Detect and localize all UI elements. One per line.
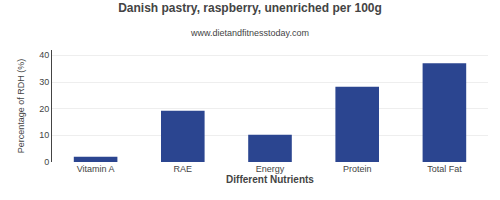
svg-text:www.dietandfitnesstoday.com: www.dietandfitnesstoday.com — [190, 28, 309, 38]
svg-text:Total Fat: Total Fat — [427, 164, 462, 174]
svg-text:Protein: Protein — [343, 164, 372, 174]
svg-text:30: 30 — [39, 77, 49, 87]
svg-text:RAE: RAE — [174, 164, 193, 174]
svg-text:Percentage of RDH (%): Percentage of RDH (%) — [16, 59, 26, 154]
svg-text:10: 10 — [39, 130, 49, 140]
svg-text:Different Nutrients: Different Nutrients — [226, 174, 314, 185]
svg-text:20: 20 — [39, 104, 49, 114]
svg-text:0: 0 — [44, 157, 49, 167]
svg-text:Energy: Energy — [256, 164, 285, 174]
svg-text:Vitamin A: Vitamin A — [77, 164, 115, 174]
svg-text:Danish pastry, raspberry, unen: Danish pastry, raspberry, unenriched per… — [118, 1, 382, 15]
svg-text:40: 40 — [39, 50, 49, 60]
